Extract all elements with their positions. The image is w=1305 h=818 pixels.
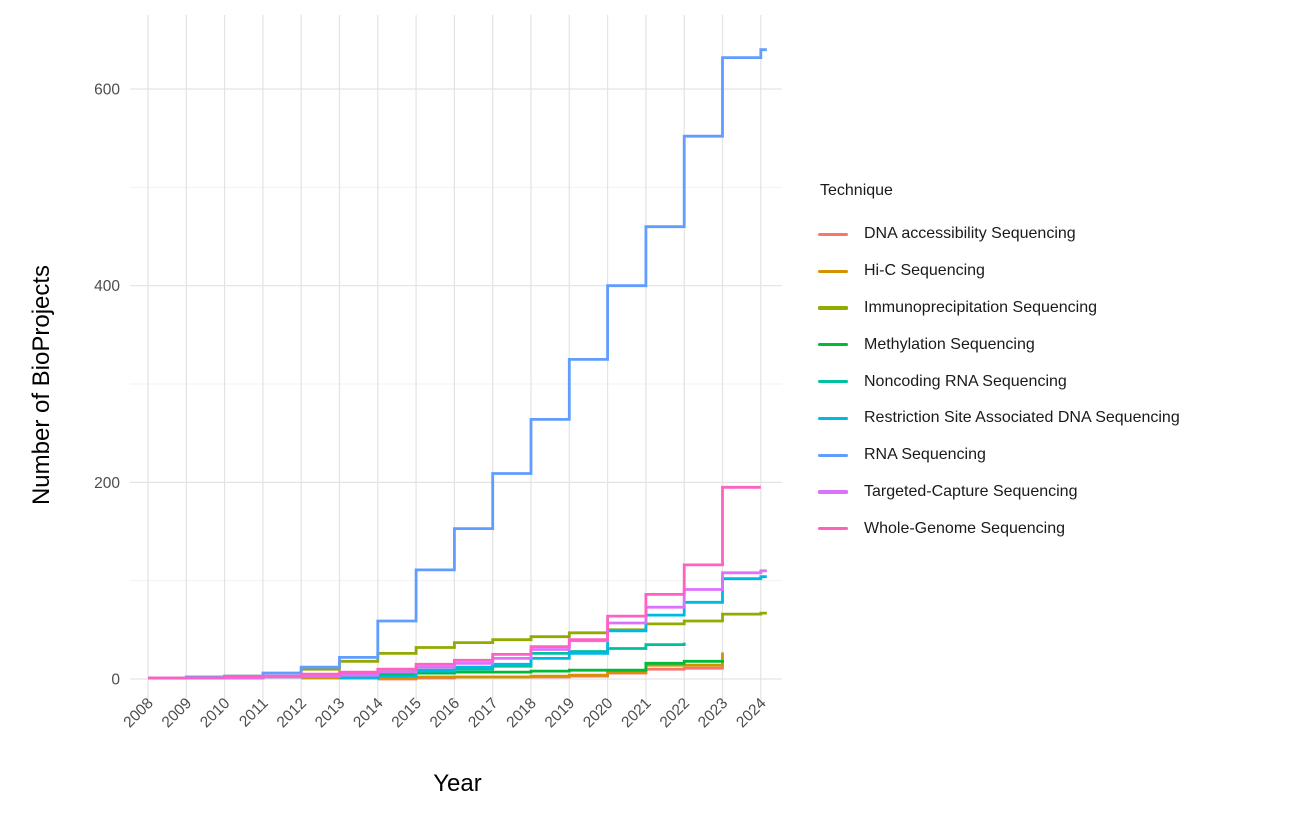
legend-item-noncoding-rna-sequencing: Noncoding RNA Sequencing bbox=[818, 363, 1180, 400]
y-axis-tick-labels: 0 200 400 600 bbox=[94, 82, 120, 689]
legend-item-label: Immunoprecipitation Sequencing bbox=[864, 298, 1098, 316]
x-gridlines bbox=[147, 15, 762, 706]
x-tick-label: 2014 bbox=[350, 695, 387, 732]
legend-item-whole-genome-sequencing: Whole-Genome Sequencing bbox=[818, 510, 1180, 547]
y-gridlines-minor bbox=[130, 186, 782, 582]
legend-item-label: RNA Sequencing bbox=[864, 446, 986, 464]
legend-item-methylation-sequencing: Methylation Sequencing bbox=[818, 326, 1180, 363]
legend-key-line bbox=[818, 416, 848, 420]
legend-item-label: Hi-C Sequencing bbox=[864, 262, 985, 280]
x-tick-label: 2011 bbox=[236, 695, 272, 731]
legend-item-label: DNA accessibility Sequencing bbox=[864, 225, 1076, 243]
series-line-rna-sequencing bbox=[148, 48, 767, 680]
x-tick-label: 2015 bbox=[389, 695, 425, 731]
legend-item-label: Noncoding RNA Sequencing bbox=[864, 372, 1067, 390]
x-tick-label: 2010 bbox=[197, 695, 234, 732]
legend-item-label: Targeted-Capture Sequencing bbox=[864, 482, 1078, 500]
x-tick-label: 2008 bbox=[120, 695, 156, 731]
legend-item-rna-sequencing: RNA Sequencing bbox=[818, 437, 1180, 474]
x-tick-label: 2024 bbox=[733, 695, 770, 732]
x-axis-title: Year bbox=[433, 770, 482, 797]
legend-key-line bbox=[818, 306, 848, 310]
legend-key-line bbox=[818, 232, 848, 236]
legend-key-line bbox=[818, 453, 848, 457]
legend-item-restriction-site-associated-dna-sequencing: Restriction Site Associated DNA Sequenci… bbox=[818, 400, 1180, 437]
series-line-hi-c-sequencing bbox=[301, 652, 724, 680]
legend-item-dna-accessibility-sequencing: DNA accessibility Sequencing bbox=[818, 216, 1180, 253]
legend-key-line bbox=[818, 490, 848, 494]
y-axis-title: Number of BioProjects bbox=[28, 264, 55, 506]
legend-item-immunoprecipitation-sequencing: Immunoprecipitation Sequencing bbox=[818, 290, 1180, 327]
x-tick-label: 2012 bbox=[274, 695, 310, 731]
x-tick-label: 2019 bbox=[542, 695, 578, 731]
x-tick-label: 2009 bbox=[159, 695, 195, 731]
legend-key-line bbox=[818, 379, 848, 384]
legend-title: Technique bbox=[820, 182, 893, 199]
y-tick-label: 200 bbox=[94, 475, 120, 492]
series-line-whole-genome-sequencing bbox=[148, 485, 761, 680]
x-tick-label: 2020 bbox=[580, 695, 617, 732]
legend-item-hi-c-sequencing: Hi-C Sequencing bbox=[818, 253, 1180, 290]
x-tick-label: 2021 bbox=[618, 695, 654, 731]
legend-item-targeted-capture-sequencing: Targeted-Capture Sequencing bbox=[818, 474, 1180, 511]
x-tick-label: 2016 bbox=[427, 695, 463, 731]
legend-item-label: Restriction Site Associated DNA Sequenci… bbox=[864, 409, 1180, 427]
x-tick-label: 2018 bbox=[503, 695, 539, 731]
x-tick-label: 2017 bbox=[465, 695, 501, 731]
x-axis-tick-labels: 2008 2009 2010 2011 2012 2013 2014 2015 2016 2017… bbox=[120, 695, 769, 732]
legend-item-label: Whole-Genome Sequencing bbox=[864, 519, 1066, 537]
x-tick-label: 2023 bbox=[695, 695, 731, 731]
legend-key-line bbox=[818, 527, 848, 531]
legend-key-line bbox=[818, 343, 848, 347]
x-tick-label: 2022 bbox=[657, 695, 693, 731]
legend-key-line bbox=[818, 269, 848, 273]
legend: DNA accessibility Sequencing Hi-C Sequenc… bbox=[818, 216, 1180, 547]
legend-item-label: Methylation Sequencing bbox=[864, 335, 1035, 353]
y-tick-label: 0 bbox=[111, 672, 120, 689]
x-tick-label: 2013 bbox=[312, 695, 348, 731]
series-line-restriction-site-associated-dna-sequencing bbox=[339, 575, 767, 680]
y-tick-label: 400 bbox=[94, 278, 120, 295]
y-tick-label: 600 bbox=[94, 82, 120, 99]
